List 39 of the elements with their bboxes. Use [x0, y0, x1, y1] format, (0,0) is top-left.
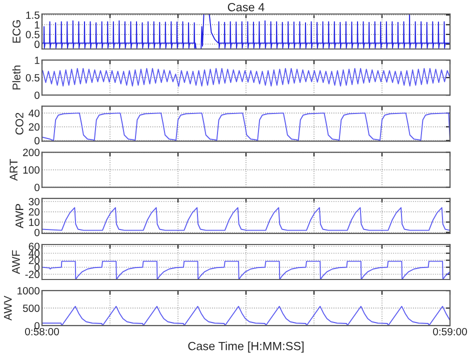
y-tick-label: 60: [28, 242, 40, 250]
y-tick-label: 0: [34, 137, 40, 144]
y-axis-title: AWP: [16, 204, 24, 228]
y-tick-label: 0: [34, 322, 40, 330]
y-tick-label: 0.5: [26, 74, 40, 82]
y-tick-label: 20: [28, 123, 40, 131]
y-axis-title: AWV: [4, 296, 12, 321]
y-axis-title: AWF: [12, 250, 20, 274]
y-tick-label: -20: [25, 270, 40, 278]
y-axis-title: ECG: [12, 20, 20, 43]
y-axis-title: CO2: [15, 112, 24, 135]
y-tick-label: 20: [28, 208, 40, 216]
chart-title: Case 4: [228, 2, 264, 12]
y-tick-label: 1.5: [26, 12, 40, 19]
line-series: [42, 207, 450, 231]
x-tick-label: 0:59:00: [433, 328, 467, 336]
y-tick-label: 20: [28, 256, 40, 264]
y-tick-label: 30: [28, 198, 40, 206]
line-series: [42, 14, 450, 49]
y-tick-label: 40: [28, 110, 40, 117]
y-tick-label: 0: [34, 40, 40, 48]
y-tick-label: 200: [23, 148, 40, 156]
y-axis-title: ART: [10, 159, 18, 181]
y-axis-title: Pleth: [12, 66, 20, 90]
x-tick-label: 0:58:00: [25, 328, 59, 336]
y-tick-label: 1: [34, 56, 40, 64]
y-tick-label: 0: [34, 228, 40, 236]
y-tick-label: 1000: [18, 287, 40, 294]
y-tick-label: 0: [34, 184, 40, 192]
y-tick-label: 10: [29, 218, 40, 226]
y-tick-label: 0.5: [26, 30, 40, 38]
y-tick-label: 0: [34, 92, 40, 99]
y-tick-label: 40: [28, 250, 40, 258]
x-axis-title: Case Time [H:MM:SS]: [188, 342, 304, 353]
y-tick-label: 100: [23, 166, 40, 174]
y-tick-label: 1: [34, 21, 40, 28]
y-tick-label: 500: [22, 304, 40, 312]
line-series: [42, 68, 450, 87]
y-tick-label: 0: [34, 264, 40, 272]
